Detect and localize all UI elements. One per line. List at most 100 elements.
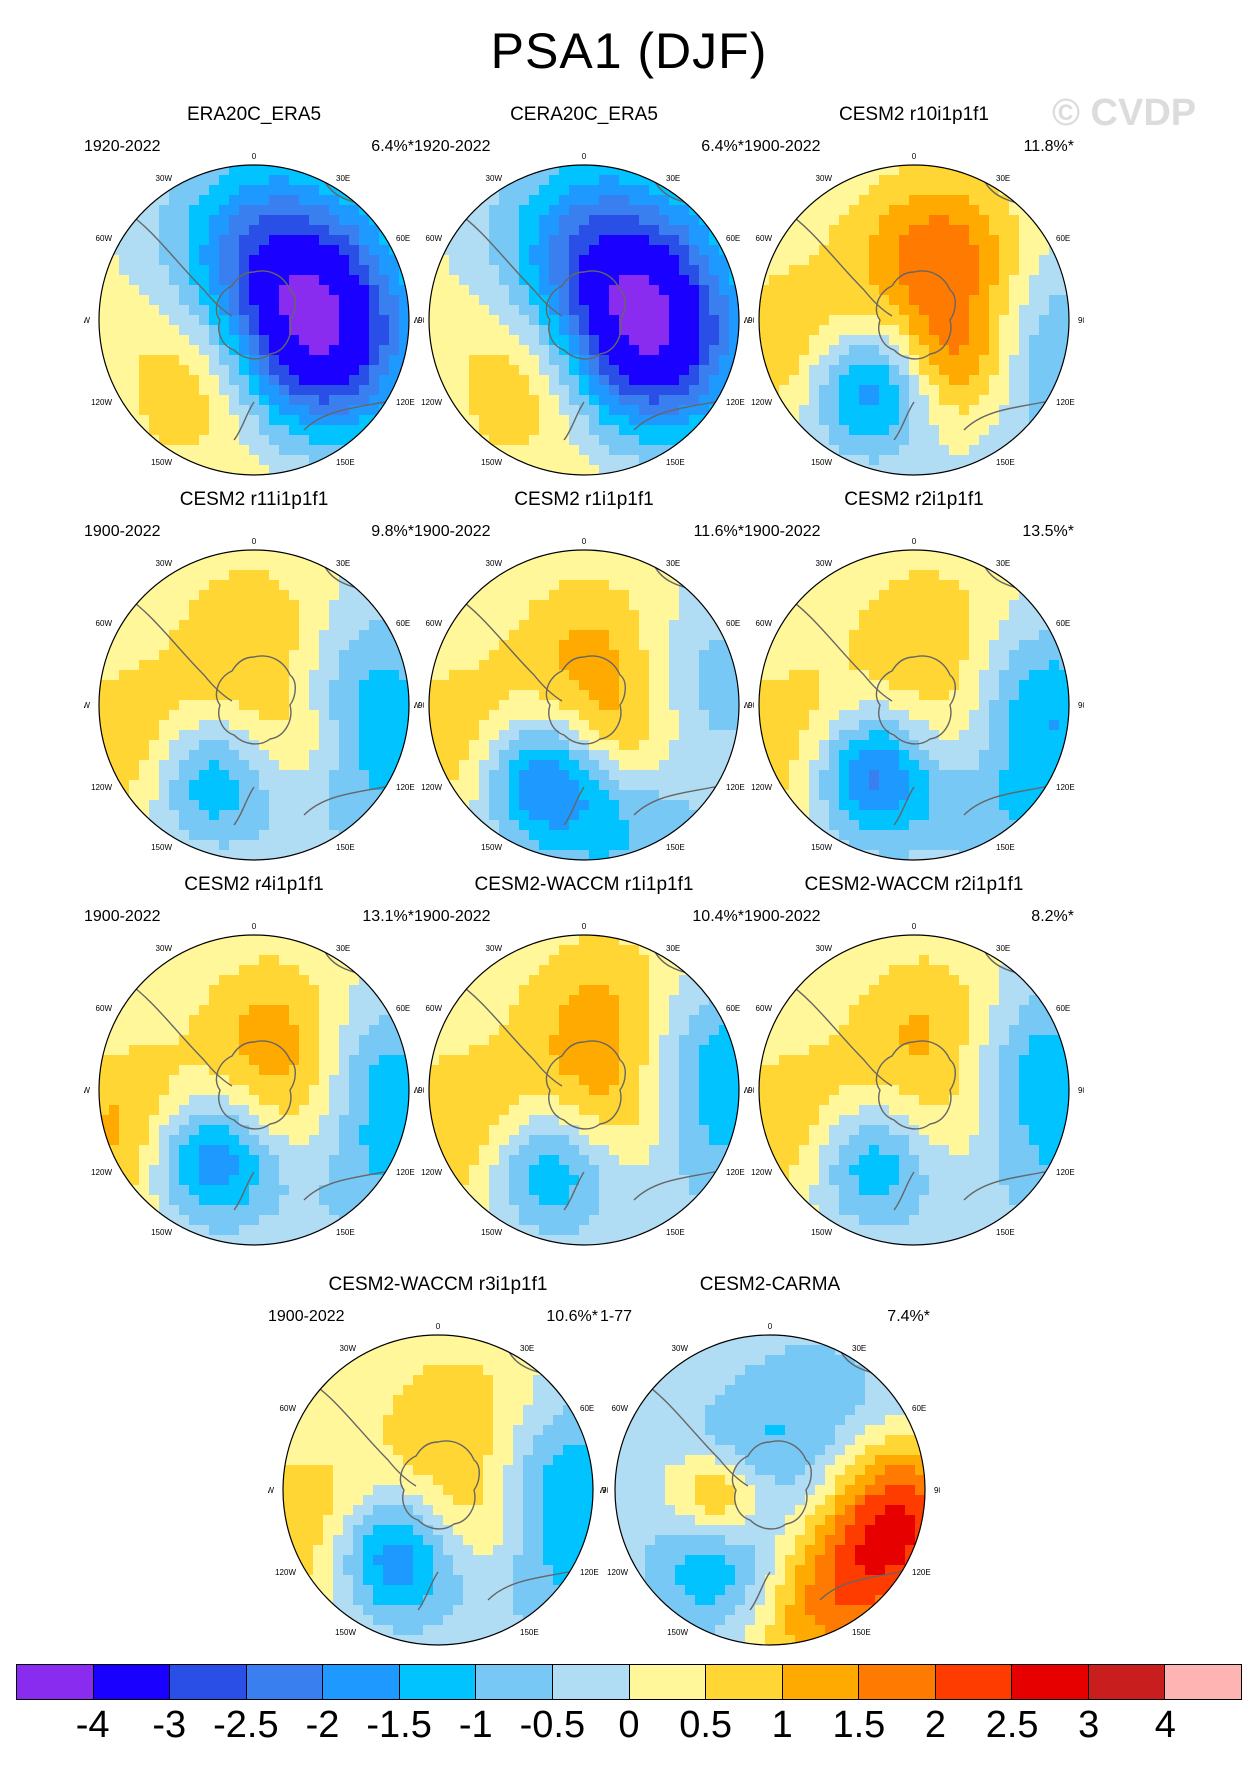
field-cell	[299, 335, 310, 346]
field-cell	[259, 245, 270, 256]
field-cell	[1009, 295, 1020, 306]
field-cell	[509, 195, 520, 206]
field-cell	[909, 650, 920, 661]
field-cell	[839, 265, 850, 276]
field-cell	[969, 610, 980, 621]
field-cell	[629, 660, 640, 671]
panel-title: CESM2 r11i1p1f1	[179, 489, 329, 510]
field-cell	[169, 740, 180, 751]
field-cell	[319, 365, 330, 376]
field-cell	[399, 315, 409, 326]
field-cell	[149, 820, 160, 831]
field-cell	[109, 760, 120, 771]
field-cell	[479, 395, 490, 406]
field-cell	[309, 700, 320, 711]
field-cell	[699, 650, 710, 661]
field-cell	[209, 325, 220, 336]
field-cell	[919, 195, 930, 206]
field-cell	[649, 730, 660, 741]
field-cell	[839, 245, 850, 256]
field-cell	[369, 255, 380, 266]
field-cell	[939, 265, 950, 276]
field-cell	[1019, 255, 1030, 266]
field-cell	[639, 465, 650, 475]
field-cell	[619, 670, 630, 681]
field-cell	[559, 660, 570, 671]
field-cell	[659, 215, 670, 226]
field-cell	[839, 365, 850, 376]
field-cell	[909, 305, 920, 316]
field-cell	[839, 790, 850, 801]
field-cell	[759, 720, 770, 731]
field-cell	[849, 800, 860, 811]
field-cell	[879, 465, 890, 475]
field-cell	[349, 790, 360, 801]
field-cell	[769, 355, 780, 366]
field-cell	[869, 790, 880, 801]
field-cell	[969, 720, 980, 731]
field-cell	[609, 750, 620, 761]
field-cell	[349, 690, 360, 701]
field-cell	[649, 355, 660, 366]
field-cell	[819, 620, 830, 631]
field-cell	[929, 700, 940, 711]
field-cell	[169, 315, 180, 326]
field-cell	[149, 285, 160, 296]
field-cell	[519, 740, 530, 751]
field-cell	[889, 640, 900, 651]
field-cell	[379, 365, 390, 376]
field-cell	[539, 800, 550, 811]
field-cell	[609, 305, 620, 316]
field-cell	[929, 690, 940, 701]
field-cell	[299, 345, 310, 356]
field-cell	[939, 850, 950, 860]
field-cell	[989, 255, 1000, 266]
field-cell	[259, 445, 270, 456]
field-cell	[949, 830, 960, 841]
field-cell	[969, 850, 980, 860]
field-cell	[699, 385, 710, 396]
field-cell	[999, 255, 1010, 266]
field-cell	[629, 700, 640, 711]
field-cell	[679, 570, 690, 581]
field-cell	[229, 570, 240, 581]
field-cell	[559, 630, 570, 641]
field-cell	[879, 265, 890, 276]
field-cell	[659, 195, 670, 206]
field-cell	[949, 335, 960, 346]
field-cell	[959, 660, 970, 671]
field-cell	[439, 690, 450, 701]
field-cell	[959, 570, 970, 581]
field-cell	[529, 255, 540, 266]
field-cell	[279, 455, 290, 466]
field-cell	[769, 325, 780, 336]
field-cell	[229, 590, 240, 601]
field-cell	[299, 640, 310, 651]
field-cell	[359, 630, 370, 641]
field-cell	[559, 405, 570, 416]
field-cell	[699, 760, 710, 771]
field-cell	[639, 345, 650, 356]
field-cell	[299, 830, 310, 841]
field-cell	[599, 265, 610, 276]
field-cell	[509, 810, 520, 821]
field-cell	[609, 560, 620, 571]
field-cell	[289, 185, 300, 196]
field-cell	[219, 760, 230, 771]
field-cell	[709, 335, 720, 346]
field-cell	[179, 770, 190, 781]
field-cell	[699, 345, 710, 356]
field-cell	[689, 305, 700, 316]
field-cell	[229, 425, 240, 436]
field-cell	[329, 820, 340, 831]
field-cell	[769, 700, 780, 711]
field-cell	[269, 405, 280, 416]
field-cell	[899, 690, 910, 701]
field-cell	[259, 850, 270, 860]
field-cell	[889, 670, 900, 681]
field-cell	[229, 265, 240, 276]
field-cell	[639, 630, 650, 641]
field-cell	[939, 245, 950, 256]
field-cell	[179, 580, 190, 591]
field-cell	[949, 770, 960, 781]
